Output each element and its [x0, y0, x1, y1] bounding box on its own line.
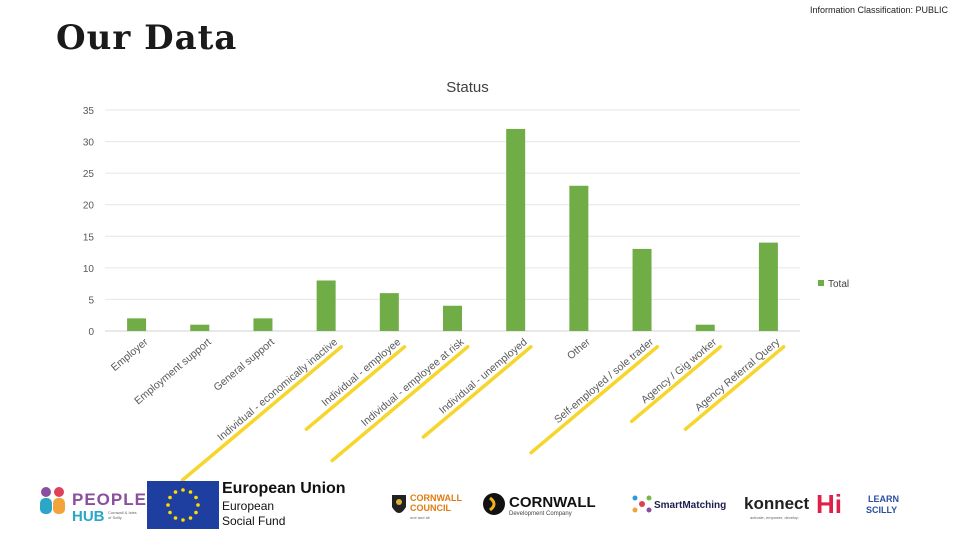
- bar: [443, 305, 462, 331]
- people-hub-hub: HUB: [72, 508, 105, 525]
- cornwall-council-line1: CORNWALL: [410, 493, 462, 503]
- smartmatching-name: SmartMatching: [654, 500, 727, 511]
- konnect-name: konnect: [744, 494, 810, 513]
- bar: [506, 128, 526, 331]
- label-highlight: [529, 345, 660, 455]
- bar: [253, 318, 273, 331]
- eu-star: [196, 503, 200, 507]
- eu-star: [168, 495, 172, 500]
- partner-logos: PEOPLE HUB Cornwall & Isles of Scilly: [0, 478, 960, 538]
- y-tick-label: 15: [83, 232, 95, 243]
- eu-star: [181, 518, 185, 522]
- label-highlight: [683, 345, 786, 431]
- y-tick-label: 10: [83, 264, 95, 275]
- eu-line1: European: [222, 499, 275, 513]
- learn-scilly-line2: SCILLY: [866, 505, 898, 515]
- label-highlight: [629, 345, 723, 424]
- classification-label: Information Classification: PUBLIC: [809, 5, 948, 15]
- chart-title: Status: [446, 79, 489, 96]
- bar: [758, 242, 778, 331]
- label-highlight: [421, 345, 533, 439]
- bar: [632, 248, 652, 331]
- cornwall-council-motto: one and all: [410, 515, 430, 520]
- cornwall-dev-icon: [483, 493, 505, 515]
- eu-title: European Union: [222, 480, 346, 497]
- bar: [190, 324, 210, 331]
- people-hub-subtitle: Cornwall & Isles of Scilly: [108, 510, 137, 520]
- x-tick-label: Other: [565, 336, 593, 362]
- eu-star: [173, 490, 178, 494]
- y-tick-label: 0: [88, 327, 94, 338]
- y-tick-label: 5: [88, 295, 94, 306]
- y-tick-label: 20: [83, 201, 95, 212]
- eu-star: [194, 495, 198, 500]
- cornwall-dev-title: CORNWALL: [509, 494, 596, 511]
- page-title: Our Data: [56, 18, 238, 58]
- konnect-tagline: activate, empower, develop: [750, 515, 799, 520]
- eu-line2: Social Fund: [222, 514, 286, 528]
- eu-star: [194, 510, 198, 515]
- bar: [379, 293, 399, 331]
- cornwall-council-crest-icon: [392, 495, 406, 513]
- y-tick-label: 35: [83, 106, 95, 117]
- bar: [316, 280, 336, 331]
- eu-star: [166, 503, 170, 507]
- label-highlight: [304, 345, 407, 431]
- hi-logo: Hi: [816, 489, 842, 519]
- bar: [127, 318, 147, 331]
- eu-star: [188, 490, 193, 494]
- learn-scilly-line1: LEARN: [868, 494, 899, 504]
- y-tick-label: 30: [83, 138, 95, 149]
- eu-star: [173, 516, 178, 520]
- eu-star: [168, 510, 172, 515]
- smartmatching-icon: [632, 495, 652, 513]
- people-hub-logo-icon: [40, 487, 65, 514]
- cornwall-dev-subtitle: Development Company: [509, 511, 572, 517]
- x-tick-label: Employer: [109, 336, 151, 374]
- x-tick-label: Individual - economically inactive: [215, 336, 340, 444]
- y-tick-label: 25: [83, 169, 95, 180]
- bar: [569, 185, 589, 331]
- label-highlight: [330, 345, 470, 463]
- label-highlight: [180, 345, 344, 482]
- eu-flag-icon: [147, 481, 219, 529]
- bar: [695, 324, 715, 331]
- eu-star: [181, 488, 185, 492]
- cornwall-council-line2: COUNCIL: [410, 503, 451, 513]
- x-tick-label: General support: [211, 336, 276, 394]
- legend-label: Total: [828, 279, 849, 290]
- legend-swatch: [818, 280, 824, 286]
- people-hub-name: PEOPLE: [72, 490, 147, 509]
- eu-star: [188, 516, 193, 520]
